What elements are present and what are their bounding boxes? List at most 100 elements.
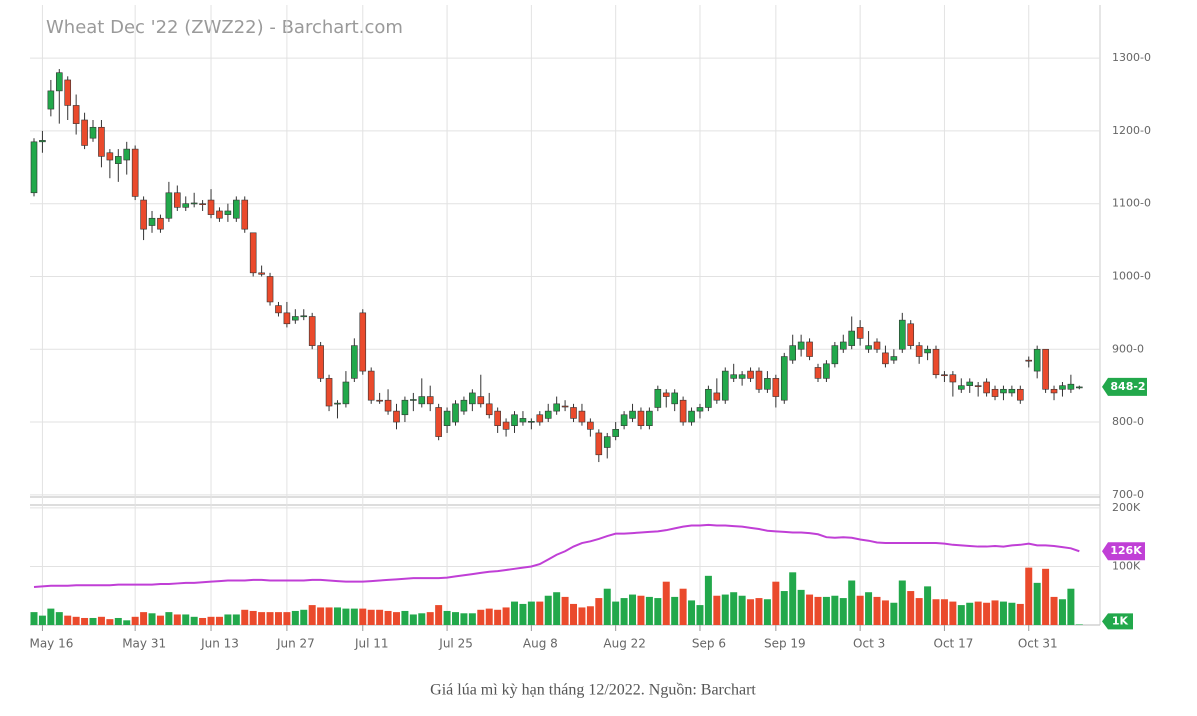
- candle-body: [317, 345, 324, 379]
- candle-body: [646, 410, 653, 426]
- volume-bar: [148, 613, 156, 625]
- candle-body: [47, 90, 55, 110]
- volume-bar: [915, 598, 923, 625]
- candle-body: [789, 345, 797, 361]
- volume-bar: [224, 614, 232, 625]
- y-tick-label: 200K: [1112, 501, 1141, 514]
- volume-bar: [881, 600, 889, 625]
- candle-body: [570, 407, 577, 419]
- oi-last-label: 126K: [1110, 544, 1142, 557]
- volume-bar: [924, 586, 932, 625]
- x-tick-label: May 16: [29, 637, 73, 651]
- volume-bar: [47, 608, 55, 625]
- candle-body: [528, 421, 535, 423]
- volume-bar: [283, 612, 291, 625]
- x-tick-label: Aug 8: [523, 637, 558, 651]
- volume-bar: [519, 603, 527, 625]
- candle-body: [207, 199, 215, 215]
- candle-body: [839, 341, 847, 350]
- candle-body: [578, 410, 586, 423]
- volume-bar: [291, 610, 299, 625]
- volume-bar: [949, 601, 957, 625]
- candle-body: [241, 199, 249, 230]
- volume-bar: [89, 617, 97, 625]
- y-tick-label: 1300-0: [1112, 51, 1151, 64]
- volume-bar: [713, 595, 721, 625]
- candle-body: [131, 148, 139, 197]
- caption: Giá lúa mì kỳ hạn tháng 12/2022. Nguồn: …: [430, 682, 756, 699]
- x-tick-label: Jul 25: [438, 637, 473, 651]
- candle-body: [426, 396, 434, 405]
- x-tick-label: Oct 31: [1018, 637, 1058, 651]
- volume-bar: [637, 595, 645, 625]
- candle-body: [536, 414, 544, 423]
- candle-body: [873, 341, 881, 350]
- y-tick-label: 1100-0: [1112, 197, 1151, 210]
- candle-body: [705, 388, 712, 408]
- y-tick-label: 900-0: [1112, 342, 1144, 355]
- volume-bar: [603, 588, 611, 625]
- volume-bar: [814, 596, 822, 625]
- candle-body: [460, 399, 468, 412]
- candle-body: [325, 378, 333, 407]
- volume-bar: [806, 594, 814, 625]
- volume-bar: [207, 616, 215, 625]
- x-tick-label: Oct 17: [934, 637, 974, 651]
- volume-bar: [401, 610, 409, 625]
- candle-body: [367, 370, 375, 401]
- candle-body: [452, 403, 459, 423]
- candle-body: [764, 378, 771, 390]
- candle-body: [865, 345, 872, 350]
- volume-bar: [317, 607, 325, 625]
- candle-body: [721, 370, 729, 401]
- candle-body: [384, 399, 392, 412]
- volume-bar: [865, 592, 873, 625]
- candle-body: [544, 410, 552, 419]
- volume-bar: [797, 589, 805, 625]
- volume-bar: [258, 612, 266, 625]
- candle-body: [443, 410, 451, 426]
- candle-body: [275, 305, 282, 314]
- candle-body: [266, 276, 274, 303]
- candle-body: [157, 217, 164, 230]
- volume-bar: [898, 580, 906, 625]
- candle-body: [662, 392, 670, 397]
- y-tick-label: 100K: [1112, 559, 1141, 572]
- candle-body: [401, 399, 409, 416]
- x-tick-label: Aug 22: [603, 637, 646, 651]
- volume-bar: [182, 614, 190, 625]
- volume-bar: [38, 615, 46, 625]
- volume-bar: [763, 599, 771, 625]
- volume-bar: [190, 616, 198, 625]
- candle-body: [376, 399, 383, 402]
- volume-bar: [1050, 596, 1058, 625]
- candle-body: [814, 367, 822, 379]
- volume-bar: [308, 605, 316, 625]
- volume-bar: [1067, 588, 1075, 625]
- volume-bar: [536, 601, 544, 625]
- volume-bar: [1025, 567, 1033, 625]
- volume-bar: [97, 616, 105, 625]
- volume-bar: [932, 599, 940, 625]
- x-tick-label: Sep 19: [764, 637, 806, 651]
- volume-bar: [376, 609, 384, 625]
- candle-body: [603, 436, 611, 448]
- volume-bar: [418, 613, 426, 625]
- volume-bar: [342, 608, 350, 625]
- candle-body: [924, 348, 931, 354]
- x-tick-label: Oct 3: [853, 637, 885, 651]
- volume-bar: [494, 609, 502, 625]
- volume-bar: [991, 600, 999, 625]
- candle-body: [561, 405, 569, 408]
- candle-body: [856, 327, 864, 339]
- candle-body: [55, 72, 63, 92]
- candle-body: [72, 105, 80, 124]
- candle-body: [342, 381, 350, 405]
- volume-bar: [325, 607, 333, 625]
- candle-body: [519, 418, 527, 423]
- candle-body: [511, 414, 518, 426]
- volume-bar: [738, 595, 746, 625]
- candle-body: [772, 378, 780, 397]
- candle-body: [730, 374, 737, 379]
- volume-bar: [553, 592, 561, 625]
